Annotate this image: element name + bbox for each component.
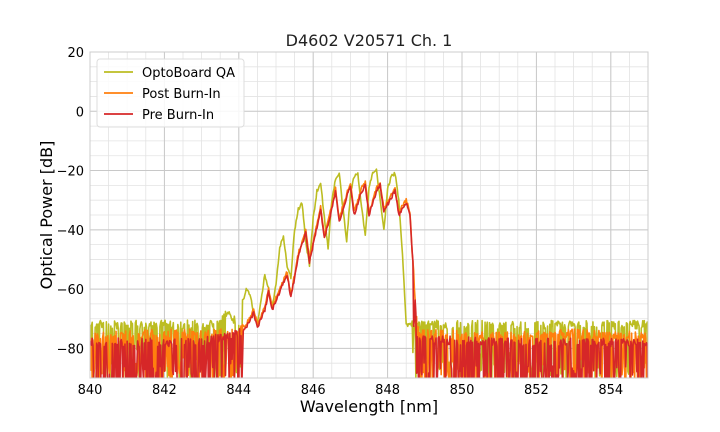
x-tick-label: 848 — [375, 383, 400, 398]
x-tick-label: 846 — [301, 383, 326, 398]
x-tick-label: 842 — [152, 383, 177, 398]
y-tick-label: 20 — [67, 46, 84, 61]
x-tick-label: 850 — [450, 383, 475, 398]
y-tick-label: −20 — [57, 165, 84, 180]
y-tick-label: −60 — [57, 283, 84, 298]
y-axis: 20 0 −20 −40 −60 −80 — [57, 46, 84, 357]
x-tick-label: 852 — [524, 383, 549, 398]
legend-box — [96, 58, 245, 128]
y-tick-label: −40 — [57, 224, 84, 239]
series-line — [90, 168, 648, 378]
x-axis: 840 842 844 846 848 850 852 854 — [78, 383, 624, 398]
y-tick-label: 0 — [76, 105, 84, 120]
plot-frame — [89, 51, 649, 379]
series-2 — [90, 182, 648, 378]
y-tick-label: −80 — [57, 342, 84, 357]
x-axis-label: Wavelength [nm] — [300, 397, 438, 416]
series-0 — [90, 168, 648, 378]
chart-title: D4602 V20571 Ch. 1 — [286, 31, 453, 50]
x-tick-label: 854 — [598, 383, 623, 398]
legend: OptoBoard QA Post Burn-In Pre Burn-In — [96, 58, 245, 128]
legend-label: Pre Burn-In — [142, 108, 214, 123]
x-tick-label: 844 — [226, 383, 251, 398]
legend-label: Post Burn-In — [142, 87, 221, 102]
x-tick-label: 840 — [78, 383, 103, 398]
series-line — [90, 182, 648, 378]
legend-label: OptoBoard QA — [142, 66, 235, 81]
plot-area — [89, 51, 649, 379]
y-axis-label: Optical Power [dB] — [37, 141, 56, 290]
